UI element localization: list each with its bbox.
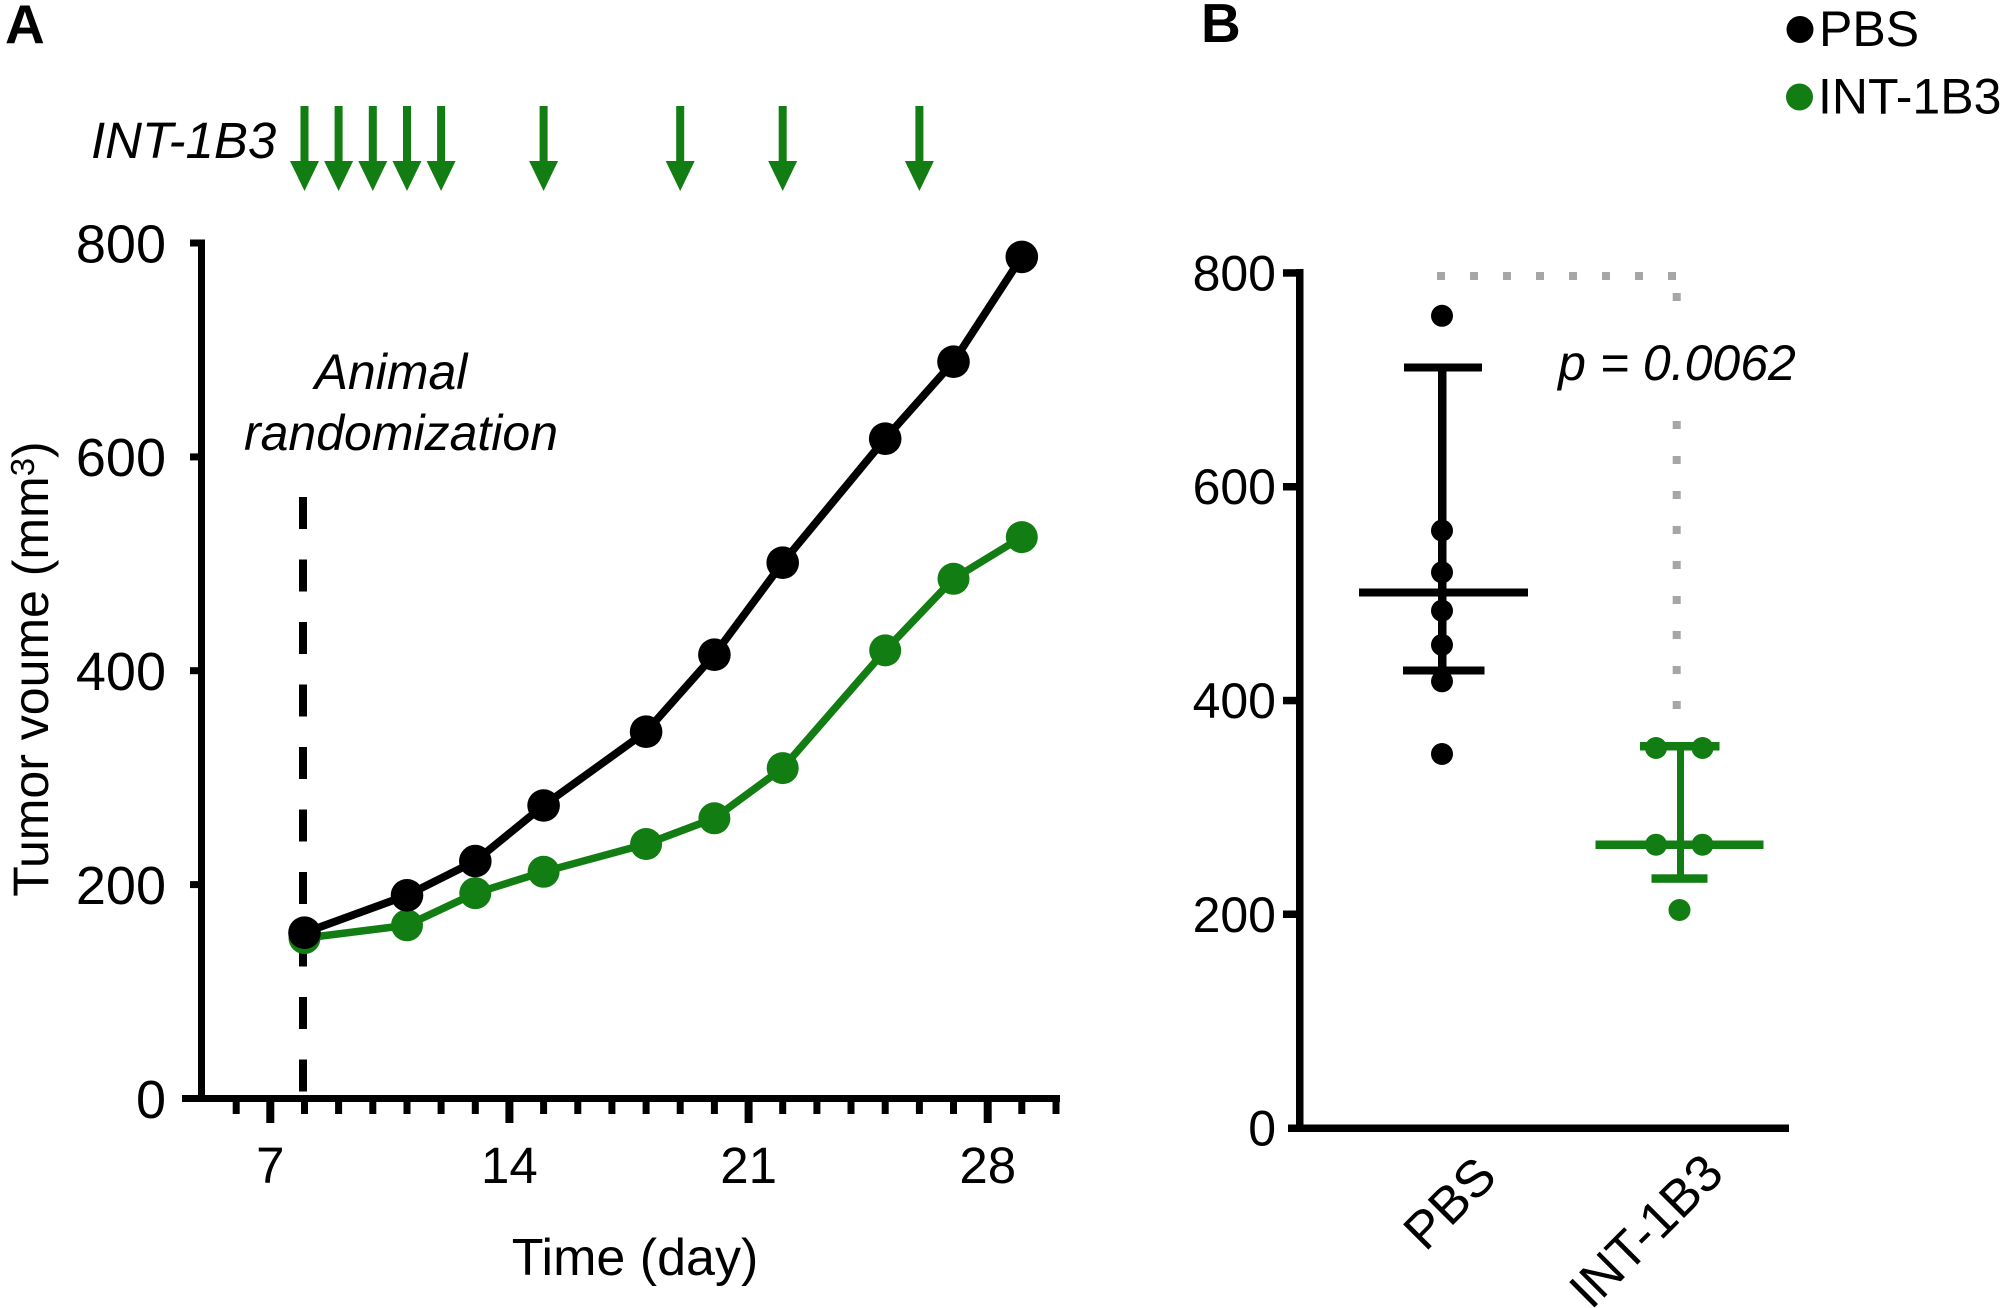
svg-text:INT-1B3: INT-1B3 [1559,1143,1735,1308]
svg-text:randomization: randomization [244,405,558,461]
svg-text:800: 800 [76,214,166,274]
svg-text:0: 0 [1248,1101,1276,1157]
svg-text:21: 21 [720,1137,777,1194]
svg-text:Animal: Animal [312,344,470,400]
svg-text:600: 600 [1193,459,1276,515]
svg-text:28: 28 [959,1137,1016,1194]
svg-text:Tumor voume (mm3): Tumor voume (mm3) [3,441,59,896]
svg-text:600: 600 [76,428,166,488]
svg-text:INT-1B3: INT-1B3 [91,112,276,169]
svg-text:0: 0 [136,1070,166,1130]
svg-text:7: 7 [256,1137,284,1194]
svg-text:400: 400 [1193,673,1276,729]
svg-text:200: 200 [76,856,166,916]
svg-text:INT-1B3: INT-1B3 [1818,69,2000,125]
svg-text:PBS: PBS [1393,1146,1508,1261]
svg-text:200: 200 [1193,887,1276,943]
svg-text:400: 400 [76,642,166,702]
svg-text:B: B [1201,0,1241,54]
svg-text:PBS: PBS [1819,1,1919,57]
svg-text:14: 14 [481,1137,538,1194]
svg-text:800: 800 [1193,246,1276,302]
svg-text:A: A [5,0,45,55]
svg-text:Time (day): Time (day) [512,1229,759,1287]
svg-text:p = 0.0062: p = 0.0062 [1556,335,1796,391]
